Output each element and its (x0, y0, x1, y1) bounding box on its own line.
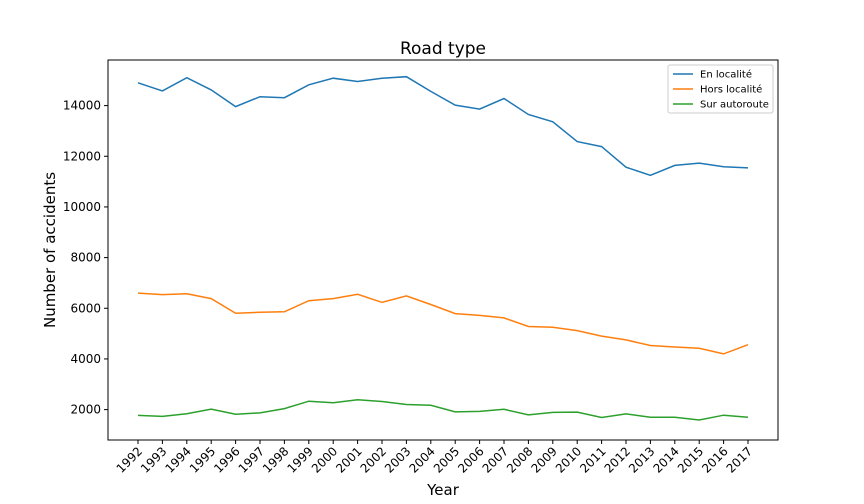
x-tick-label: 2003 (382, 444, 413, 475)
series-lines (137, 75, 749, 421)
y-tick-label: 2000 (70, 403, 101, 417)
x-axis-title: Year (426, 481, 460, 499)
plot-area (108, 60, 778, 440)
x-tick-label: 1998 (260, 444, 291, 475)
x-tick-label: 2000 (309, 444, 340, 475)
x-tick-label: 2017 (724, 444, 755, 475)
x-tick-label: 2005 (431, 444, 462, 475)
x-tick-label: 1992 (114, 444, 145, 475)
x-tick-label: 1993 (138, 444, 169, 475)
y-tick-label: 4000 (70, 352, 101, 366)
series-line-0 (137, 75, 749, 177)
y-axis-title: Number of accidents (41, 172, 59, 328)
legend-label: Hors localité (700, 84, 762, 96)
x-tick-label: 2004 (406, 444, 437, 475)
legend-label: En localité (700, 69, 752, 81)
x-tick-label: 1994 (162, 444, 193, 475)
y-tick-label: 12000 (63, 149, 101, 163)
x-tick-label: 2001 (333, 444, 364, 475)
x-tick-label: 2002 (358, 444, 389, 475)
y-tick-label: 6000 (70, 301, 101, 315)
legend-box (667, 64, 774, 114)
x-tick-label: 2015 (675, 444, 706, 475)
legend-label: Sur autoroute (700, 100, 769, 111)
y-tick-label: 14000 (63, 99, 101, 113)
y-tick-label: 8000 (70, 251, 101, 265)
x-tick-label: 2007 (480, 444, 511, 475)
x-tick-label: 1995 (187, 444, 218, 475)
series-line-2 (137, 398, 749, 421)
x-tick-label: 2008 (504, 444, 535, 475)
plot-frame (107, 59, 779, 441)
chart-title: Road type (400, 39, 486, 59)
x-tick-label: 1997 (236, 444, 267, 475)
x-tick-label: 2013 (626, 444, 657, 475)
series-line-1 (137, 292, 749, 355)
x-tick-label: 2016 (699, 444, 730, 475)
x-tick-label: 2006 (455, 444, 486, 475)
x-tick-label: 2014 (650, 444, 681, 475)
x-tick-label: 1996 (211, 444, 242, 475)
x-tick-label: 2010 (553, 444, 584, 475)
x-tick-label: 2009 (528, 444, 559, 475)
x-tick-label: 1999 (284, 444, 315, 475)
x-tick-label: 2012 (602, 444, 633, 475)
x-tick-label: 2011 (577, 444, 608, 475)
y-tick-label: 10000 (63, 200, 101, 214)
legend: En localité Hors localité Sur autoroute (667, 64, 774, 114)
